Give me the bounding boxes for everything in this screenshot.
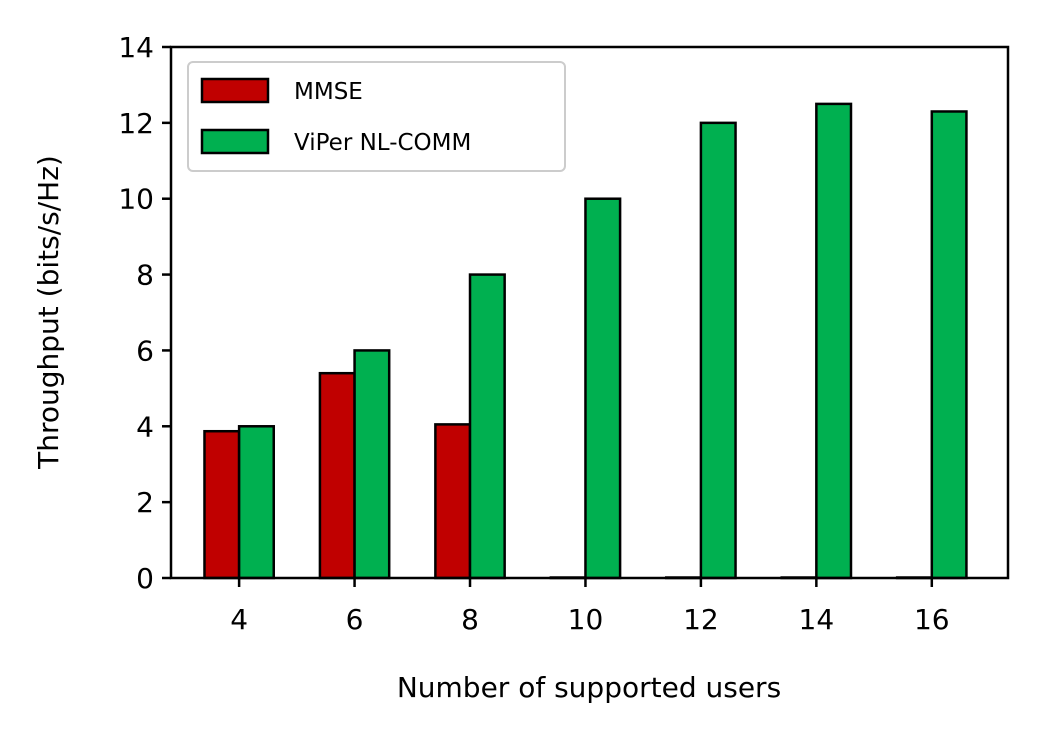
plot-frame [169, 45, 1010, 580]
bar-viper-10 [584, 197, 622, 580]
bar-mmse-4 [203, 429, 241, 580]
bar-mmse-8 [434, 423, 472, 580]
x-axis-ticks: 4 6 8 10 12 14 16 [230, 578, 950, 636]
x-tick-label-16: 16 [914, 603, 950, 636]
y-tick-label-12: 12 [118, 107, 154, 140]
x-axis-label: Number of supported users [397, 671, 781, 704]
bar-viper-12 [699, 121, 737, 580]
y-tick-label-10: 10 [118, 183, 154, 216]
y-axis-ticks: 0 2 4 6 8 10 12 14 [118, 31, 171, 595]
legend-label-viper: ViPer NL-COMM [294, 130, 471, 156]
legend-box [187, 61, 566, 172]
bar-viper-14 [815, 102, 853, 580]
legend-swatch-mmse [200, 77, 270, 104]
y-tick-label-0: 0 [136, 562, 154, 595]
x-tick-label-4: 4 [230, 603, 248, 636]
y-tick-label-4: 4 [136, 410, 154, 443]
y-tick-label-8: 8 [136, 259, 154, 292]
bar-viper-6 [353, 349, 391, 580]
bar-mmse-6 [318, 371, 356, 580]
x-tick-label-10: 10 [568, 603, 604, 636]
x-tick-label-14: 14 [799, 603, 835, 636]
y-axis-label: Throughput (bits/s/Hz) [32, 155, 65, 470]
legend-swatch-viper [200, 128, 270, 155]
y-tick-label-6: 6 [136, 334, 154, 367]
x-tick-label-12: 12 [683, 603, 719, 636]
x-tick-label-8: 8 [461, 603, 479, 636]
x-tick-label-6: 6 [346, 603, 364, 636]
y-tick-label-14: 14 [118, 31, 154, 64]
bar-viper-8 [468, 273, 506, 580]
bar-viper-16 [930, 110, 968, 580]
bar-viper-4 [237, 425, 275, 580]
bars-group [203, 102, 968, 580]
legend-label-mmse: MMSE [294, 79, 363, 105]
legend: MMSE ViPer NL-COMM [187, 61, 566, 172]
y-tick-label-2: 2 [136, 486, 154, 519]
